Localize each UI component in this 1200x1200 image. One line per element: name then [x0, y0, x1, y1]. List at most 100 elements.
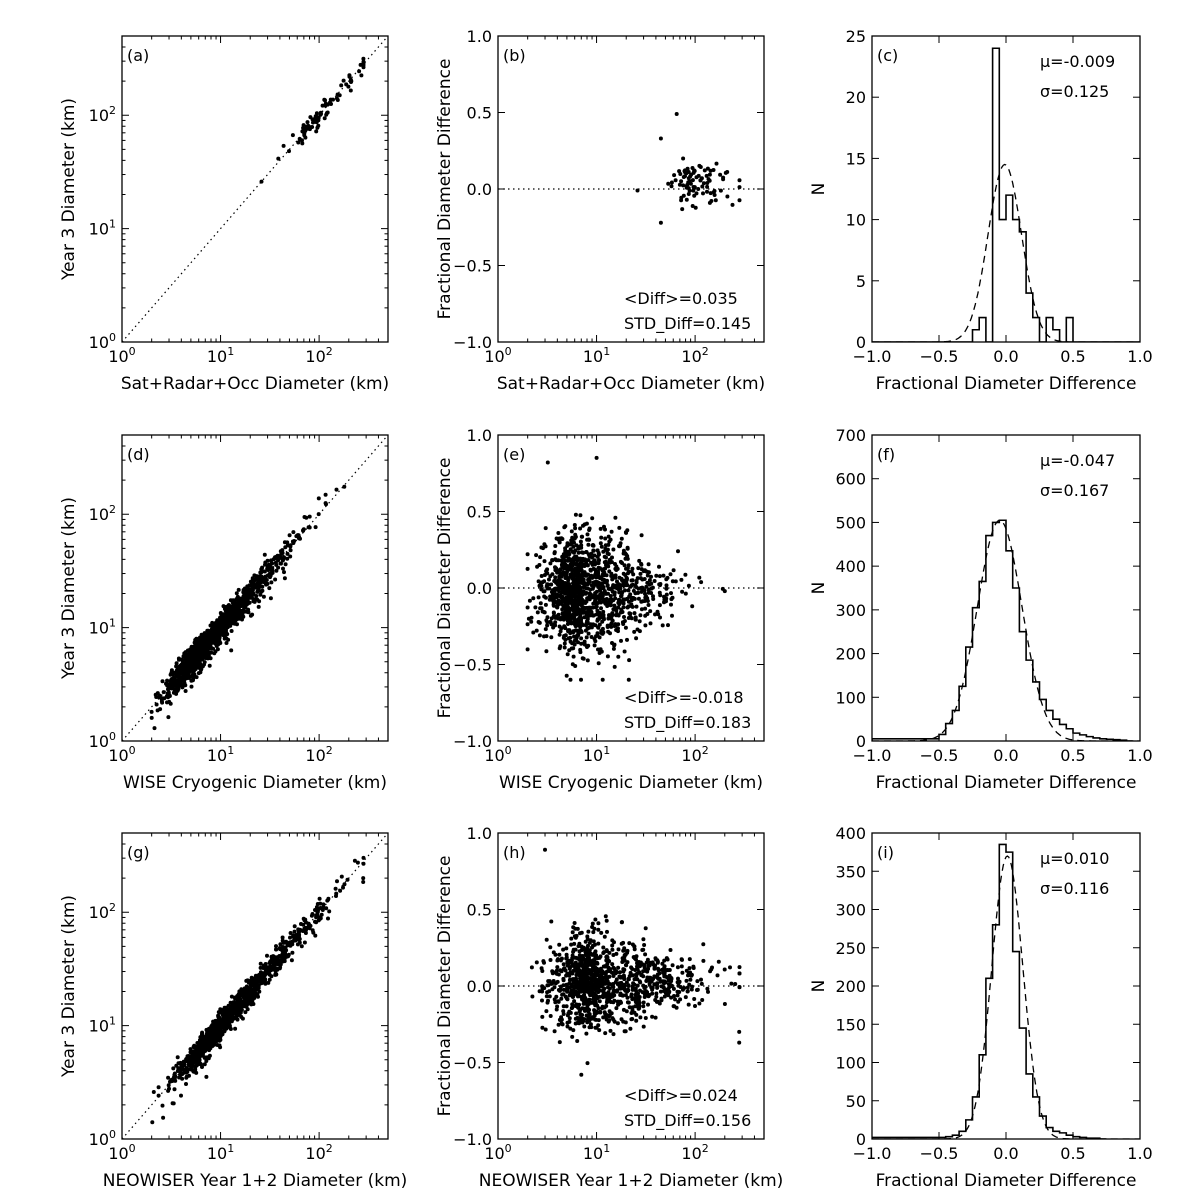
data-point: [626, 677, 631, 682]
data-point: [670, 963, 675, 968]
data-point: [216, 621, 221, 626]
data-point: [567, 616, 572, 621]
data-point: [175, 666, 180, 671]
data-point: [153, 692, 158, 697]
data-point: [361, 855, 366, 860]
data-point: [339, 83, 344, 88]
data-point: [229, 994, 234, 999]
data-point: [553, 575, 558, 580]
data-point: [729, 981, 734, 986]
data-point: [580, 656, 585, 661]
data-point: [651, 597, 656, 601]
data-point: [601, 609, 606, 614]
tick-base: 10: [89, 619, 109, 638]
data-point: [572, 638, 577, 643]
data-point: [549, 616, 554, 621]
data-point: [545, 620, 550, 625]
data-point: [625, 528, 630, 533]
data-point: [312, 117, 317, 122]
tick-exponent: 0: [129, 744, 136, 757]
data-point: [544, 634, 549, 639]
data-point: [251, 599, 256, 604]
tick-exponent: 1: [603, 345, 610, 358]
data-point: [160, 1103, 165, 1108]
data-point: [684, 978, 689, 983]
data-point: [251, 1002, 256, 1006]
data-point: [288, 935, 292, 940]
data-point: [610, 938, 615, 943]
data-point: [545, 615, 550, 620]
data-point: [348, 88, 353, 93]
data-point: [194, 1070, 199, 1075]
data-point: [701, 191, 705, 196]
data-point: [253, 577, 258, 582]
data-point: [565, 609, 570, 614]
data-point: [235, 609, 240, 613]
data-point: [166, 682, 171, 687]
data-point: [647, 578, 652, 583]
data-point: [677, 182, 682, 187]
data-point: [536, 595, 541, 600]
data-point: [569, 621, 574, 626]
data-point: [592, 593, 597, 598]
data-point: [670, 595, 675, 600]
data-point: [578, 513, 583, 518]
data-point: [342, 882, 347, 887]
data-point: [603, 559, 608, 564]
data-point: [233, 996, 238, 1001]
y-tick-label: 101: [89, 1015, 116, 1036]
data-point: [246, 587, 251, 592]
data-point: [292, 924, 297, 929]
data-point: [322, 116, 327, 121]
data-point: [586, 542, 591, 547]
data-point: [229, 629, 234, 633]
data-point: [204, 1036, 209, 1041]
data-point: [166, 715, 171, 720]
data-point: [578, 623, 583, 628]
data-point: [611, 575, 616, 580]
data-point: [595, 608, 600, 613]
data-point: [195, 656, 200, 661]
data-point: [525, 647, 530, 652]
data-point: [174, 661, 179, 666]
data-point: [183, 689, 188, 693]
data-point: [737, 185, 742, 190]
data-point: [666, 181, 671, 186]
plot-frame: [121, 832, 389, 1140]
data-point: [609, 571, 614, 576]
data-point: [213, 633, 217, 638]
data-point: [568, 542, 573, 547]
data-point: [649, 574, 653, 579]
data-point: [543, 602, 548, 607]
data-point: [611, 1032, 616, 1037]
data-point: [190, 651, 195, 656]
y-axis-label: N: [809, 582, 829, 595]
data-point: [321, 902, 326, 907]
data-point: [649, 591, 654, 595]
data-point: [292, 929, 297, 934]
tick-base: 10: [89, 1130, 109, 1149]
data-point: [576, 550, 581, 555]
tick-exponent: 1: [109, 1015, 116, 1028]
data-point: [554, 1007, 559, 1012]
data-point: [358, 62, 363, 67]
data-point: [270, 561, 275, 566]
data-point: [303, 925, 308, 930]
data-point: [668, 572, 673, 577]
panel-tag: (d): [127, 445, 150, 464]
data-point: [175, 1069, 180, 1073]
data-point: [206, 631, 211, 636]
data-point: [558, 644, 563, 649]
data-point: [324, 112, 329, 117]
data-point: [638, 571, 643, 576]
data-point: [200, 1035, 205, 1039]
data-point: [199, 1047, 204, 1052]
data-point: [629, 602, 634, 607]
tick-base: 10: [89, 106, 109, 125]
data-point: [632, 611, 637, 616]
data-point: [207, 1026, 212, 1031]
data-point: [664, 586, 669, 591]
data-point: [166, 687, 170, 692]
